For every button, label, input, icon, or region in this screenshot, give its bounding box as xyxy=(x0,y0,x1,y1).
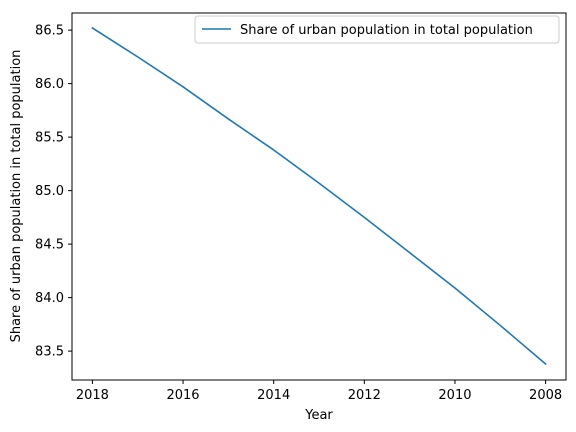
x-axis-ticks: 2018 2016 2014 2012 2010 2008 xyxy=(76,380,562,403)
x-tick-label: 2018 xyxy=(76,388,109,403)
x-tick-label: 2012 xyxy=(348,388,381,403)
y-axis-label: Share of urban population in total popul… xyxy=(9,50,24,343)
plot-frame xyxy=(71,12,567,381)
y-tick-label: 86.0 xyxy=(35,77,64,92)
y-tick-label: 83.5 xyxy=(35,345,64,360)
plot-content xyxy=(91,26,547,366)
y-tick-label: 84.0 xyxy=(35,291,64,306)
y-tick-label: 85.0 xyxy=(35,184,64,199)
legend-box xyxy=(194,15,560,44)
x-tick-label: 2014 xyxy=(257,388,290,403)
y-axis-ticks: 83.5 84.0 84.5 85.0 85.5 86.0 86.5 xyxy=(35,24,72,360)
legend-label: Share of urban population in total popul… xyxy=(240,23,533,38)
series-line xyxy=(91,26,547,366)
x-tick-label: 2008 xyxy=(529,388,562,403)
x-tick-label: 2010 xyxy=(438,388,471,403)
y-tick-label: 85.5 xyxy=(35,131,64,146)
y-tick-label: 84.5 xyxy=(35,238,64,253)
y-tick-label: 86.5 xyxy=(35,24,64,39)
legend: Share of urban population in total popul… xyxy=(194,15,560,44)
x-axis-label: Year xyxy=(304,408,333,423)
x-tick-label: 2016 xyxy=(166,388,199,403)
